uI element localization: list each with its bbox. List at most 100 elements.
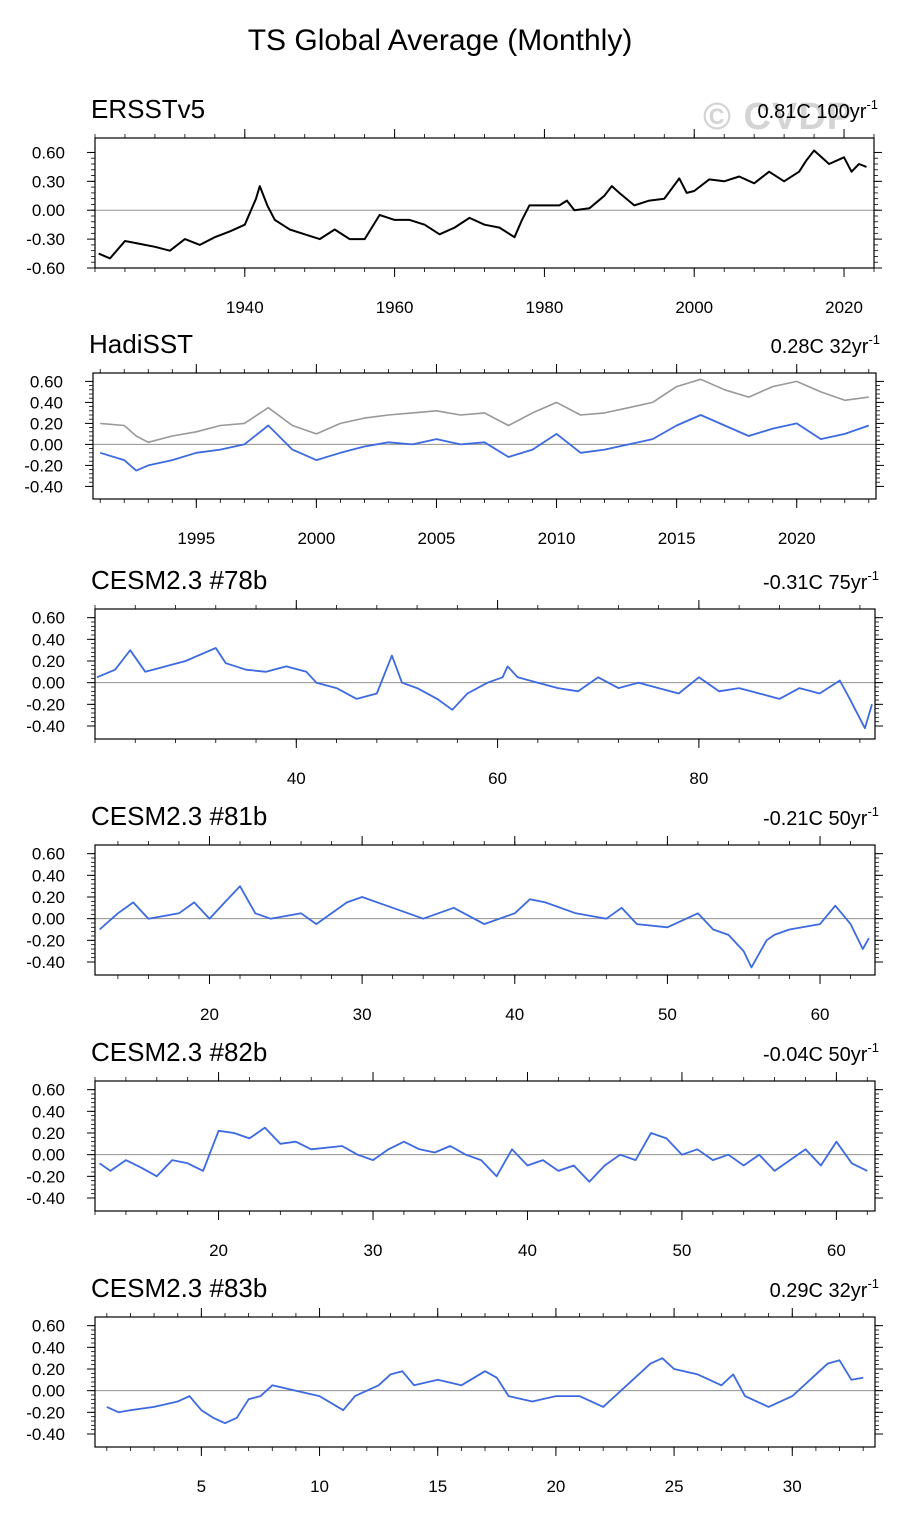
- y-tick-label: 0.20: [32, 652, 65, 671]
- x-tick-label: 20: [546, 1477, 565, 1496]
- trend-label: -0.21C 50yr-1: [763, 804, 879, 830]
- cvdp-watermark: © CVDP: [703, 96, 854, 138]
- y-tick-label: 0.30: [32, 172, 65, 191]
- x-tick-label: 25: [665, 1477, 684, 1496]
- x-tick-label: 60: [811, 1005, 830, 1024]
- x-tick-label: 1995: [177, 529, 215, 548]
- y-tick-label: -0.20: [26, 931, 65, 950]
- y-tick-label: 0.00: [32, 674, 65, 693]
- x-tick-label: 40: [518, 1241, 537, 1260]
- plot-frame: [94, 608, 876, 740]
- panel-3: CESM2.3 #78b -0.31C 75yr-1 0.60 0.40 0.20 0.0…: [26, 565, 883, 788]
- trend-exponent: -1: [867, 1040, 879, 1055]
- trend-exponent: -1: [867, 804, 879, 819]
- y-tick-label: 0.20: [30, 414, 63, 433]
- y-tick-label: 0.20: [32, 1124, 65, 1143]
- plot-frame: [92, 372, 877, 500]
- panel-title: HadiSST: [89, 329, 193, 359]
- series-line-cesm2-3-81b: [99, 885, 870, 969]
- page-title: TS Global Average (Monthly): [247, 24, 633, 57]
- y-tick-label: 0.60: [32, 845, 65, 864]
- panel-2: HadiSST 0.28C 32yr-1 0.60 0.40 0.20 0.00 -0.20…: [24, 329, 884, 548]
- x-tick-label: 30: [783, 1477, 802, 1496]
- series-line-hadisst: [99, 414, 870, 472]
- x-tick-label: 60: [488, 769, 507, 788]
- y-tick-label: 0.00: [32, 201, 65, 220]
- x-tick-label: 40: [287, 769, 306, 788]
- y-tick-label: 0.00: [32, 1382, 65, 1401]
- y-tick-label: -0.60: [26, 259, 65, 278]
- x-tick-label: 5: [197, 1477, 206, 1496]
- x-tick-label: 20: [200, 1005, 219, 1024]
- x-tick-label: 2020: [778, 529, 816, 548]
- plot-frame: [94, 844, 876, 976]
- trend-label: 0.81C 100yr-1: [757, 97, 878, 123]
- y-tick-label: 0.60: [32, 1317, 65, 1336]
- x-tick-label: 50: [658, 1005, 677, 1024]
- y-tick-label: 0.60: [32, 609, 65, 628]
- series-line-ersstv5-overlay: [100, 378, 869, 444]
- panel-title: CESM2.3 #83b: [91, 1273, 267, 1303]
- y-tick-label: -0.40: [26, 1189, 65, 1208]
- panel-title: ERSSTv5: [91, 94, 205, 124]
- x-tick-label: 30: [364, 1241, 383, 1260]
- y-tick-label: 0.40: [32, 866, 65, 885]
- y-tick-label: 0.60: [32, 143, 65, 162]
- panel-title: CESM2.3 #81b: [91, 801, 267, 831]
- y-tick-label: 0.40: [30, 393, 63, 412]
- panel-4: CESM2.3 #81b -0.21C 50yr-1 0.60 0.40 0.20 0.0…: [26, 801, 883, 1024]
- plot-frame: [94, 1316, 876, 1448]
- plot-frame: [94, 1080, 876, 1212]
- x-tick-label: 10: [310, 1477, 329, 1496]
- series-line-ersstv5: [98, 149, 867, 260]
- trend-exponent: -1: [867, 1276, 879, 1291]
- y-tick-label: -0.40: [24, 477, 63, 496]
- x-tick-label: 2010: [538, 529, 576, 548]
- trend-exponent: -1: [868, 332, 880, 347]
- trend-exponent: -1: [867, 568, 879, 583]
- x-tick-label: 60: [827, 1241, 846, 1260]
- y-tick-label: -0.40: [26, 1425, 65, 1444]
- y-tick-label: -0.30: [26, 230, 65, 249]
- panel-title: CESM2.3 #82b: [91, 1037, 267, 1067]
- trend-exponent: -1: [866, 97, 878, 112]
- series-line-cesm2-3-82b: [99, 1126, 868, 1183]
- series-line-cesm2-3-83b: [106, 1357, 864, 1425]
- y-tick-label: 0.00: [32, 1146, 65, 1165]
- y-tick-label: -0.20: [26, 695, 65, 714]
- y-tick-label: 0.00: [30, 435, 63, 454]
- x-tick-label: 80: [689, 769, 708, 788]
- trend-label: -0.04C 50yr-1: [763, 1040, 879, 1066]
- y-tick-label: 0.40: [32, 630, 65, 649]
- y-tick-label: 0.40: [32, 1338, 65, 1357]
- trend-label: -0.31C 75yr-1: [763, 568, 879, 594]
- y-tick-label: -0.20: [24, 456, 63, 475]
- plot-frame: [94, 137, 875, 269]
- y-tick-label: 0.00: [32, 910, 65, 929]
- x-tick-label: 1960: [376, 298, 414, 317]
- y-tick-label: -0.40: [26, 717, 65, 736]
- panel-1: ERSSTv5 0.81C 100yr-1 0.60 0.30 0.00 -0.30 -0.…: [26, 94, 882, 317]
- x-tick-label: 1980: [526, 298, 564, 317]
- y-tick-label: -0.20: [26, 1167, 65, 1186]
- trend-label: 0.28C 32yr-1: [771, 332, 880, 358]
- y-tick-label: -0.40: [26, 953, 65, 972]
- y-tick-label: -0.20: [26, 1403, 65, 1422]
- x-tick-label: 40: [505, 1005, 524, 1024]
- y-tick-label: 0.60: [32, 1081, 65, 1100]
- panel-title: CESM2.3 #78b: [91, 565, 267, 595]
- trend-label: 0.29C 32yr-1: [770, 1276, 879, 1302]
- y-tick-label: 0.20: [32, 1360, 65, 1379]
- x-tick-label: 2000: [297, 529, 335, 548]
- x-tick-label: 2000: [675, 298, 713, 317]
- x-tick-label: 20: [209, 1241, 228, 1260]
- x-tick-label: 50: [672, 1241, 691, 1260]
- x-tick-label: 2020: [825, 298, 863, 317]
- x-tick-label: 15: [428, 1477, 447, 1496]
- x-tick-label: 30: [353, 1005, 372, 1024]
- y-tick-label: 0.40: [32, 1102, 65, 1121]
- series-line-cesm2-3-78b: [96, 647, 873, 730]
- panel-5: CESM2.3 #82b -0.04C 50yr-1 0.60 0.40 0.20 0.0…: [26, 1037, 883, 1260]
- x-tick-label: 2005: [418, 529, 456, 548]
